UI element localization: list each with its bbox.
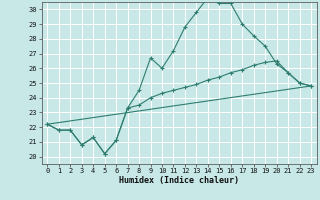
X-axis label: Humidex (Indice chaleur): Humidex (Indice chaleur) [119,176,239,185]
